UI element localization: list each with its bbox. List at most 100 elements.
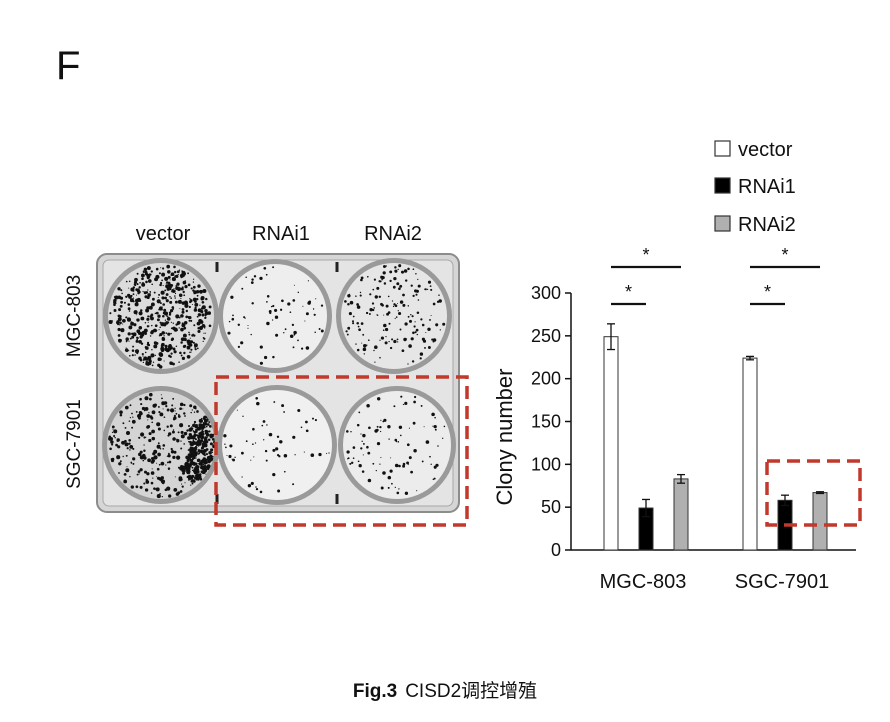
- colony-dot: [395, 316, 398, 318]
- colony-dot: [188, 343, 193, 347]
- colony-dot: [231, 458, 233, 460]
- colony-cluster: [344, 264, 446, 365]
- plate-column-labels: vector RNAi1 RNAi2: [136, 223, 422, 245]
- colony-dot: [245, 276, 247, 279]
- colony-dot: [193, 431, 195, 433]
- colony-dot: [149, 397, 152, 401]
- colony-dot: [197, 313, 202, 317]
- colony-dot: [158, 293, 161, 296]
- colony-dot: [171, 404, 174, 407]
- colony-dot: [410, 313, 412, 316]
- colony-dot: [136, 272, 139, 275]
- colony-dot: [186, 354, 191, 359]
- colony-dot: [136, 329, 141, 334]
- colony-dot: [189, 458, 192, 461]
- colony-dot: [166, 315, 169, 317]
- colony-dot: [181, 308, 185, 311]
- colony-dot: [352, 322, 355, 325]
- colony-dot: [172, 307, 175, 310]
- colony-dot: [147, 458, 151, 463]
- colony-dot: [180, 287, 184, 291]
- colony-dot: [156, 422, 161, 427]
- colony-dot: [167, 270, 171, 274]
- colony-dot: [109, 320, 112, 323]
- colony-dot: [413, 325, 416, 328]
- colony-dot: [172, 455, 176, 460]
- colony-dot: [128, 420, 131, 422]
- colony-dot: [142, 270, 145, 273]
- colony-dot: [197, 479, 200, 481]
- colony-dot: [188, 476, 192, 481]
- colony-dot: [159, 492, 161, 495]
- colony-dot: [144, 332, 147, 335]
- caption-text: CISD2调控增殖: [405, 681, 538, 702]
- colony-dot: [181, 270, 186, 276]
- colony-dot: [326, 452, 328, 454]
- colony-dot: [180, 337, 185, 342]
- colony-dot: [180, 327, 184, 332]
- colony-dot: [179, 407, 182, 411]
- colony-dot: [410, 284, 413, 287]
- colony-dot: [110, 459, 115, 463]
- colony-dot: [144, 396, 149, 401]
- colony-dot: [420, 318, 423, 321]
- colony-dot: [150, 316, 154, 321]
- colony-dot: [161, 331, 165, 335]
- colony-dot: [165, 332, 168, 334]
- colony-dot: [182, 408, 184, 410]
- colony-dot: [347, 302, 350, 306]
- colony-dot: [397, 310, 399, 312]
- colony-dot: [274, 308, 278, 312]
- colony-dot: [126, 431, 130, 435]
- colony-dot: [362, 433, 366, 438]
- bar-sgc7901-rnai2: [812, 492, 828, 551]
- colony-dot: [399, 300, 404, 304]
- colony-dot: [128, 438, 132, 442]
- colony-dot: [420, 404, 423, 407]
- colony-dot: [209, 454, 213, 458]
- colony-dot: [153, 291, 156, 294]
- colony-dot: [234, 456, 236, 458]
- colony-dot: [148, 412, 150, 414]
- colony-dot: [190, 351, 192, 353]
- colony-dot: [167, 275, 171, 279]
- colony-dot: [166, 486, 171, 491]
- colony-dot: [136, 352, 139, 355]
- colony-dot: [271, 319, 274, 321]
- colony-dot: [247, 324, 249, 327]
- colony-dot: [124, 479, 127, 482]
- colony-dot: [142, 361, 145, 364]
- significance-star: *: [625, 282, 632, 302]
- colony-dot: [175, 285, 178, 287]
- colony-dot: [113, 295, 116, 299]
- colony-dot: [382, 271, 386, 275]
- colony-dot: [198, 436, 201, 438]
- colony-dot: [127, 307, 131, 311]
- colony-dot: [172, 322, 175, 324]
- colony-dot: [398, 311, 402, 316]
- colony-dot: [185, 309, 188, 313]
- colony-dot: [182, 467, 186, 471]
- colony-dot: [255, 487, 259, 491]
- colony-dot: [124, 442, 129, 447]
- colony-dot: [203, 332, 205, 334]
- colony-dot: [374, 345, 378, 349]
- colony-dot: [360, 447, 363, 450]
- colony-dot: [165, 464, 167, 466]
- colony-dot: [237, 323, 241, 327]
- y-tick-label: 100: [531, 454, 561, 474]
- colony-dot: [161, 272, 166, 277]
- colony-dot: [134, 302, 139, 307]
- colony-dot: [169, 424, 173, 428]
- colony-dot: [111, 425, 115, 429]
- colony-dot: [118, 339, 122, 343]
- colony-dot: [197, 308, 202, 313]
- colony-dot: [399, 328, 402, 331]
- colony-dot: [156, 467, 160, 471]
- colony-dot: [128, 310, 131, 312]
- colony-dot: [165, 349, 168, 352]
- colony-dot: [187, 283, 191, 287]
- colony-dot: [424, 288, 427, 291]
- colony-dot: [416, 333, 418, 336]
